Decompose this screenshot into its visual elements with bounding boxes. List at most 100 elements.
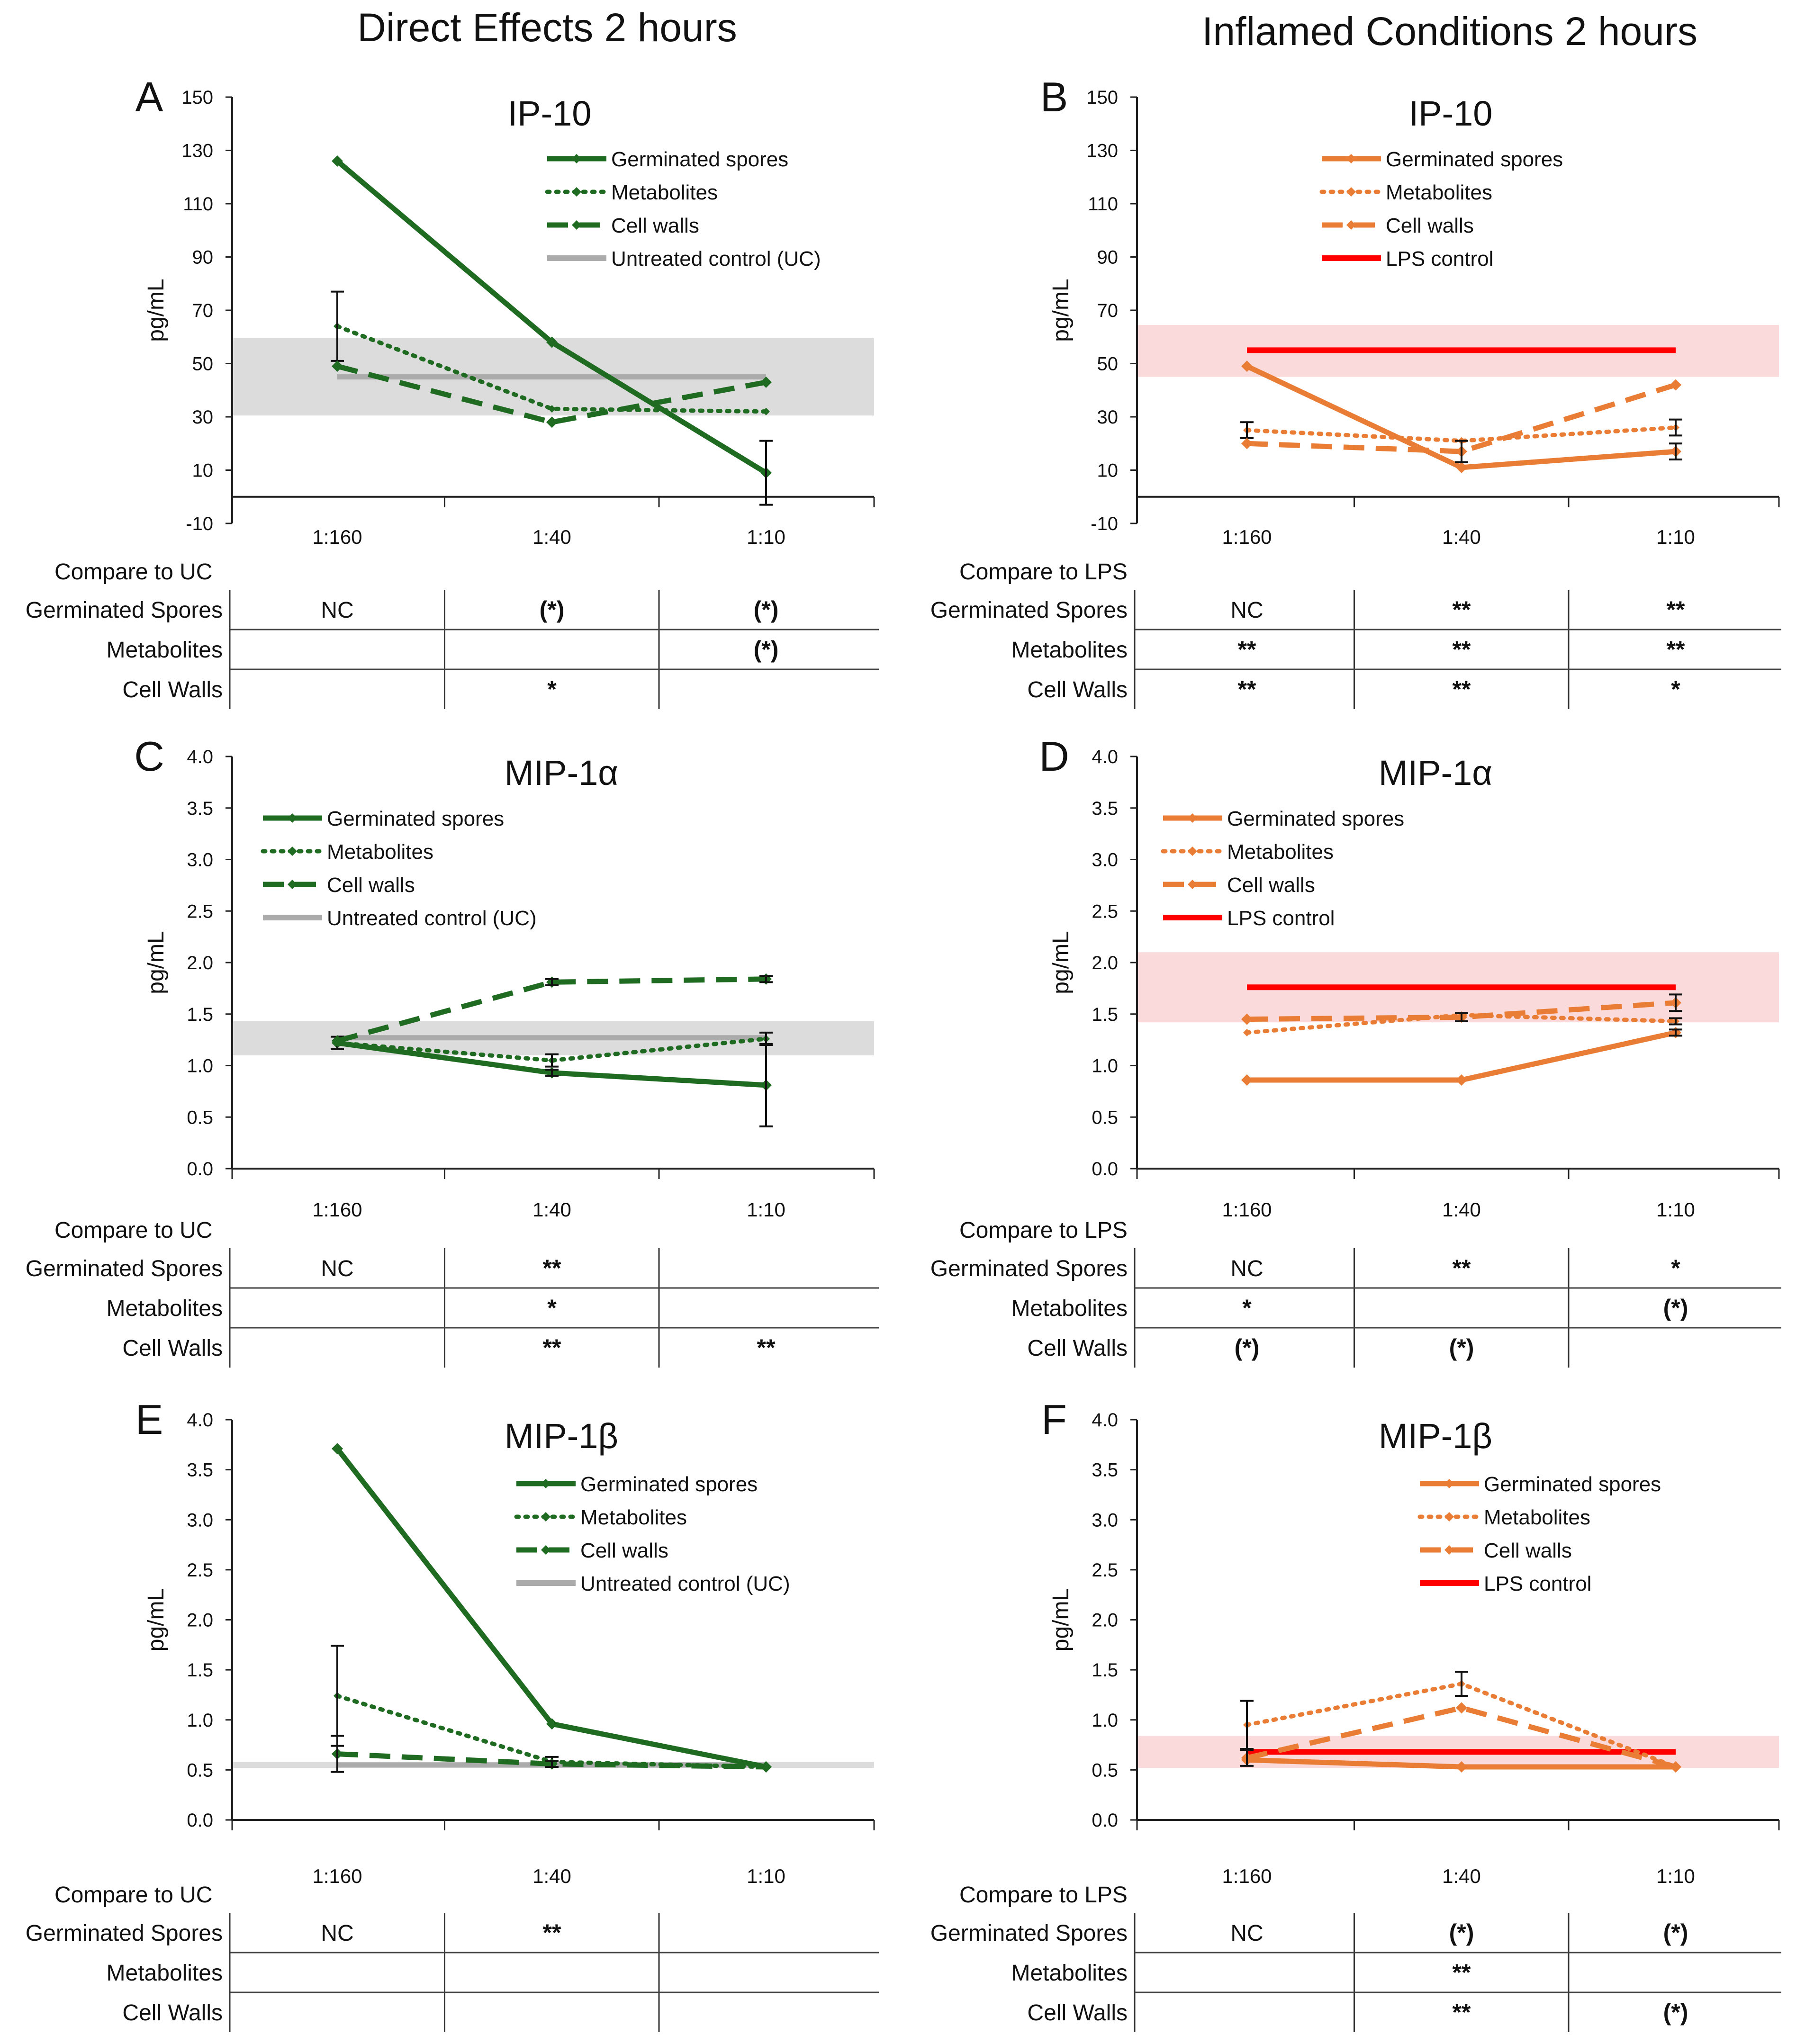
y-tick-label: 3.0 bbox=[187, 850, 213, 871]
legend-label: Metabolites bbox=[327, 840, 433, 864]
y-axis-label: pg/mL bbox=[144, 279, 169, 342]
chart-title: MIP-1β bbox=[505, 1416, 618, 1456]
panel-d: D MIP-1α 0.0 0.5 1.0 1.5 2.0 2.5 3.0 3.5 4.0 pg/mL 1… bbox=[930, 733, 1781, 1368]
table-cell: * bbox=[1242, 1295, 1252, 1321]
y-tick-label: 4.0 bbox=[187, 1410, 213, 1431]
y-tick-label: -10 bbox=[186, 513, 213, 534]
panel-f: F MIP-1β 0.0 0.5 1.0 1.5 2.0 2.5 3.0 3.5 4.0 pg/mL 1… bbox=[930, 1396, 1781, 2032]
legend-label: LPS control bbox=[1227, 907, 1335, 930]
legend-marker bbox=[288, 880, 297, 889]
x-tick-label: 1:160 bbox=[1222, 1865, 1272, 1887]
table-cell: (*) bbox=[754, 596, 779, 623]
legend-marker bbox=[541, 1512, 551, 1522]
panel-a: A IP-10 -10 10 30 50 70 90 110 130 150 pg/mL 1:160 1:… bbox=[26, 73, 879, 709]
y-tick-label: 0.0 bbox=[1092, 1159, 1118, 1180]
data-point bbox=[332, 1443, 343, 1455]
table-row-label: Germinated Spores bbox=[930, 598, 1128, 623]
legend-label: Metabolites bbox=[1386, 181, 1492, 204]
legend-marker bbox=[572, 154, 581, 163]
legend-marker bbox=[288, 846, 297, 856]
data-point bbox=[1456, 1702, 1467, 1714]
y-tick-label: 2.5 bbox=[187, 901, 213, 922]
table-cell: (*) bbox=[1235, 1334, 1260, 1361]
x-tick-label: 1:10 bbox=[1656, 1865, 1695, 1887]
y-tick-label: 130 bbox=[181, 141, 213, 162]
table-cell: NC bbox=[321, 1256, 353, 1281]
data-point bbox=[760, 1761, 772, 1773]
data-point bbox=[1456, 1074, 1467, 1086]
y-tick-label: 2.0 bbox=[187, 1610, 213, 1631]
legend-marker bbox=[1188, 846, 1197, 856]
legend-label: Untreated control (UC) bbox=[611, 247, 821, 270]
legend-label: Germinated spores bbox=[1227, 807, 1404, 830]
legend-label: Germinated spores bbox=[611, 148, 788, 171]
y-tick-label: 2.5 bbox=[187, 1560, 213, 1581]
y-tick-label: 130 bbox=[1086, 141, 1118, 162]
data-point bbox=[332, 155, 343, 167]
legend-marker bbox=[1188, 813, 1197, 823]
y-tick-label: 0.5 bbox=[1092, 1107, 1118, 1128]
y-tick-label: 110 bbox=[183, 194, 213, 215]
x-tick-label: 1:160 bbox=[1222, 1198, 1272, 1221]
table-cell: * bbox=[547, 676, 557, 702]
data-point bbox=[1241, 360, 1253, 372]
compare-label: Compare to LPS bbox=[959, 559, 1128, 585]
legend-label: Germinated spores bbox=[1386, 148, 1563, 171]
table-cell: ** bbox=[1238, 676, 1256, 702]
panel-c: C MIP-1α 0.0 0.5 1.0 1.5 2.0 2.5 3.0 3.5 4.0 pg/mL 1… bbox=[26, 733, 879, 1368]
table-cell: * bbox=[1671, 676, 1680, 702]
table-cell: (*) bbox=[754, 636, 779, 663]
legend-label: Cell walls bbox=[1227, 873, 1315, 897]
y-tick-label: 30 bbox=[192, 407, 214, 428]
y-tick-label: 1.5 bbox=[187, 1660, 213, 1681]
table-cell: (*) bbox=[1663, 1919, 1688, 1946]
series-line-cell-walls bbox=[1246, 382, 1677, 454]
y-tick-label: 1.0 bbox=[187, 1056, 213, 1077]
x-tick-label: 1:10 bbox=[747, 526, 785, 548]
y-tick-label: 4.0 bbox=[187, 747, 213, 767]
x-tick-label: 1:10 bbox=[747, 1865, 785, 1887]
y-tick-label: 2.5 bbox=[1092, 901, 1118, 922]
panel-letter: B bbox=[1040, 73, 1068, 120]
table-cell: (*) bbox=[1663, 1999, 1688, 2026]
x-tick-label: 1:40 bbox=[1442, 1198, 1481, 1221]
table-cell: NC bbox=[1230, 1921, 1263, 1946]
y-tick-label: 0.5 bbox=[187, 1760, 213, 1781]
y-tick-label: 0.0 bbox=[187, 1159, 213, 1180]
x-tick-label: 1:160 bbox=[312, 1865, 362, 1887]
chart-title: MIP-1β bbox=[1379, 1416, 1492, 1456]
data-point bbox=[1670, 1761, 1681, 1773]
compare-label: Compare to LPS bbox=[959, 1882, 1128, 1908]
x-tick-label: 1:10 bbox=[747, 1198, 785, 1221]
y-tick-label: 10 bbox=[1097, 460, 1119, 481]
chart-title: MIP-1α bbox=[1379, 753, 1492, 792]
chart-title: MIP-1α bbox=[505, 753, 618, 792]
legend-marker bbox=[1346, 220, 1356, 230]
table-row-label: Cell Walls bbox=[1027, 1336, 1128, 1361]
table-row-label: Germinated Spores bbox=[26, 598, 223, 623]
panel-letter: D bbox=[1039, 733, 1069, 780]
panel-letter: A bbox=[135, 73, 163, 120]
legend-marker bbox=[1444, 1545, 1454, 1555]
x-tick-label: 1:40 bbox=[532, 1865, 571, 1887]
series-line-cell-walls bbox=[336, 363, 767, 425]
x-tick-label: 1:160 bbox=[312, 1198, 362, 1221]
y-tick-label: 150 bbox=[1086, 87, 1118, 108]
table-cell: ** bbox=[543, 1919, 561, 1946]
table-cell: ** bbox=[1453, 1255, 1471, 1281]
table-cell: ** bbox=[1238, 636, 1256, 663]
series-line-germinated-spores bbox=[1247, 1030, 1677, 1083]
data-point bbox=[546, 1718, 558, 1730]
table-cell: NC bbox=[321, 1921, 353, 1946]
table-row-label: Metabolites bbox=[107, 638, 223, 663]
table-cell: ** bbox=[1453, 1959, 1471, 1986]
data-point bbox=[1241, 1013, 1253, 1025]
x-tick-label: 1:10 bbox=[1656, 1198, 1695, 1221]
y-tick-label: 90 bbox=[1097, 247, 1119, 268]
table-cell: (*) bbox=[1663, 1295, 1688, 1321]
data-point bbox=[1241, 1074, 1253, 1086]
compare-label: Compare to UC bbox=[54, 1218, 212, 1243]
data-point bbox=[546, 416, 558, 428]
y-tick-label: 2.0 bbox=[1092, 1610, 1118, 1631]
